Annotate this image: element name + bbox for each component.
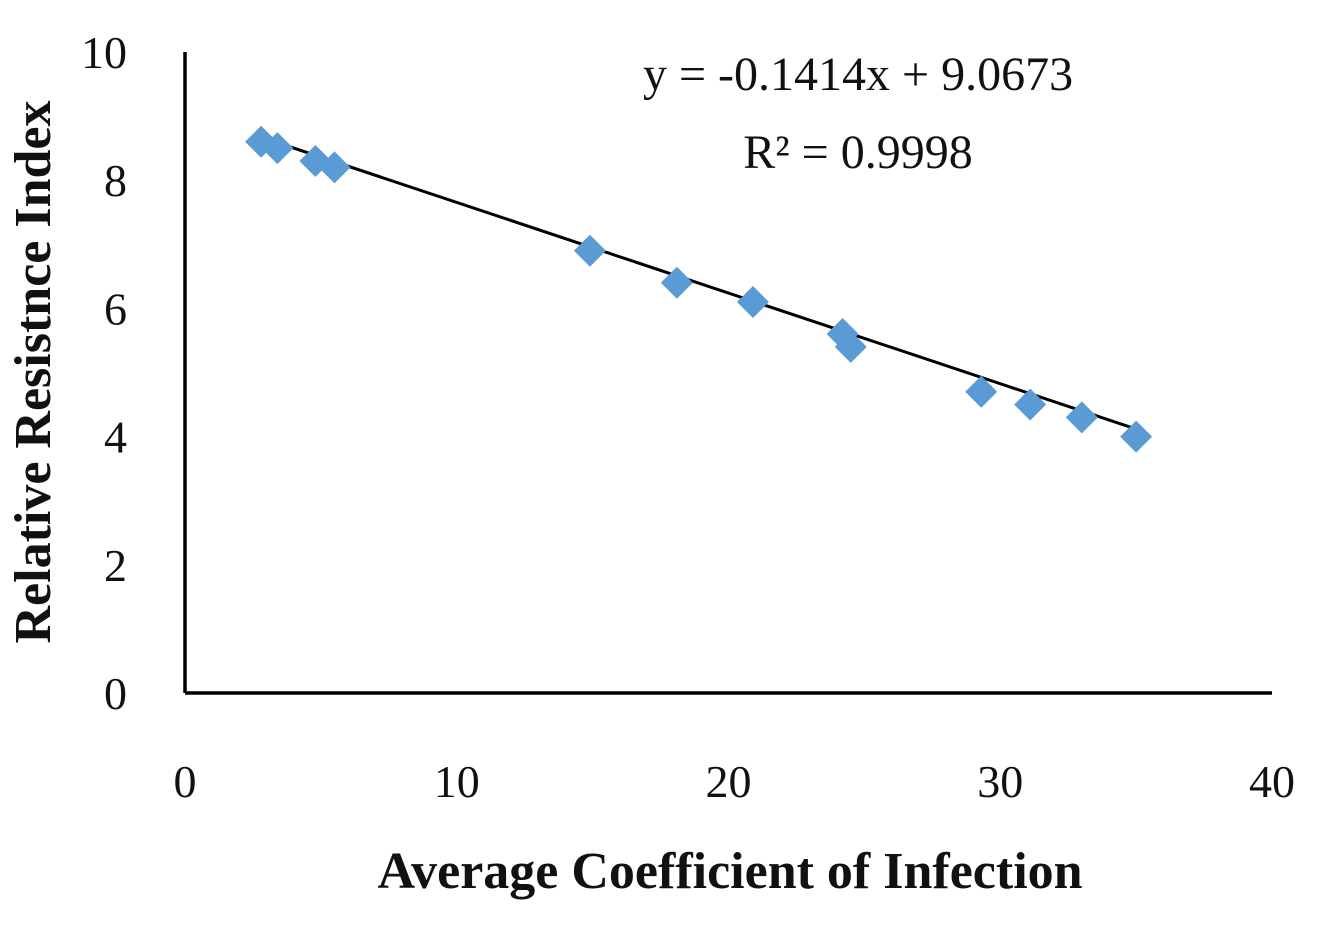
data-point (1120, 420, 1153, 453)
axes (183, 52, 1272, 695)
y-tick-label: 8 (104, 155, 127, 206)
x-tick-label: 0 (174, 756, 197, 807)
data-point (660, 266, 693, 299)
data-point (965, 375, 998, 408)
r-squared-label: R² = 0.9998 (743, 126, 972, 179)
y-axis-title: Relative Resistnce Index (5, 100, 62, 643)
x-tick-label: 30 (977, 756, 1023, 807)
data-point (1065, 401, 1098, 434)
x-tick-label: 20 (706, 756, 752, 807)
x-tick-labels: 0 10 20 30 40 (174, 756, 1296, 807)
data-point (1014, 388, 1047, 421)
y-tick-label: 4 (104, 412, 127, 463)
data-point (573, 234, 606, 267)
trendline-equation: y = -0.1414x + 9.0673 (643, 48, 1073, 101)
y-tick-label: 0 (104, 668, 127, 719)
y-tick-label: 10 (81, 27, 127, 78)
trendline (260, 135, 1137, 431)
y-tick-labels: 0 2 4 6 8 10 (81, 27, 127, 719)
data-point (736, 285, 769, 318)
data-point (261, 132, 294, 165)
x-tick-label: 10 (434, 756, 480, 807)
data-point (834, 330, 867, 363)
data-points (245, 125, 1153, 453)
data-point (318, 151, 351, 184)
x-tick-label: 40 (1249, 756, 1295, 807)
y-tick-label: 6 (104, 283, 127, 334)
x-axis-title: Average Coefficient of Infection (377, 843, 1082, 900)
y-tick-label: 2 (104, 540, 127, 591)
